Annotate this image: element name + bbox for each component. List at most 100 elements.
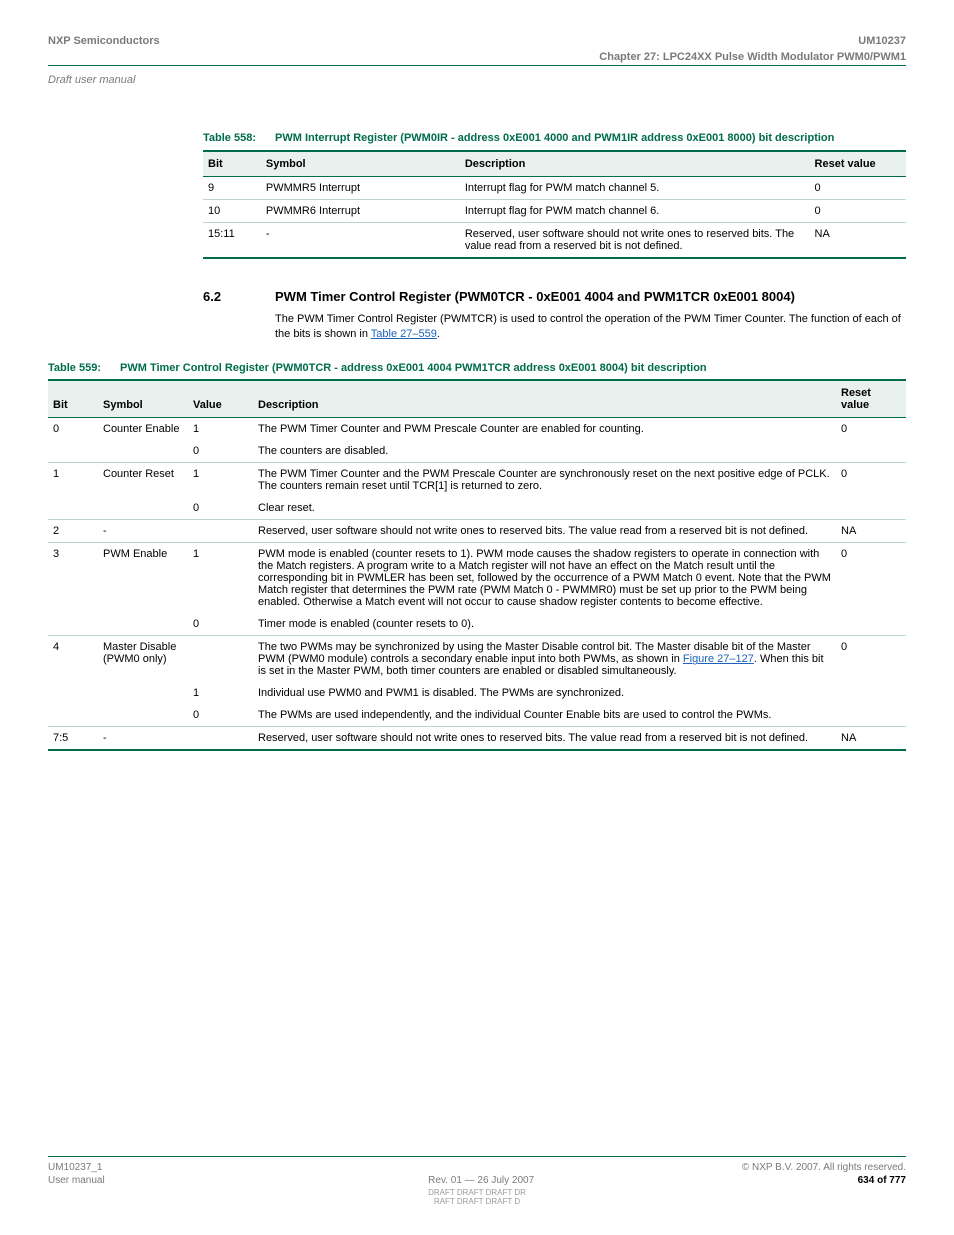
table-559-row: 1 Counter Reset 1 The PWM Timer Counter … bbox=[48, 463, 906, 498]
cell: The PWM Timer Counter and the PWM Presca… bbox=[253, 463, 836, 498]
cell: 1 bbox=[48, 463, 98, 520]
section-number: 6.2 bbox=[203, 289, 275, 304]
cell: Reserved, user software should not write… bbox=[253, 520, 836, 543]
cell-link[interactable]: Figure 27–127 bbox=[683, 653, 754, 665]
cell: 0 bbox=[188, 704, 253, 727]
table-559-caption-title: PWM Timer Control Register (PWM0TCR - ad… bbox=[120, 361, 906, 376]
cell: The PWM Timer Counter and PWM Prescale C… bbox=[253, 418, 836, 441]
cell: 10 bbox=[203, 199, 261, 222]
page: NXP Semiconductors UM10237 Chapter 27: L… bbox=[0, 0, 954, 1235]
header-line-2: Chapter 27: LPC24XX Pulse Width Modulato… bbox=[48, 51, 906, 63]
cell bbox=[188, 520, 253, 543]
cell: - bbox=[98, 727, 188, 751]
table-558-caption-label: Table 558: bbox=[203, 131, 275, 146]
cell bbox=[188, 636, 253, 683]
footer-rule bbox=[48, 1156, 906, 1157]
cell: NA bbox=[836, 727, 906, 751]
top-rule bbox=[48, 65, 906, 66]
cell: 1 bbox=[188, 682, 253, 704]
cell: 0 bbox=[188, 497, 253, 520]
header-line-1: NXP Semiconductors UM10237 bbox=[48, 35, 906, 47]
table-559-row: 0 Counter Enable 1 The PWM Timer Counter… bbox=[48, 418, 906, 441]
cell: 0 bbox=[188, 440, 253, 463]
section-body-link[interactable]: Table 27–559 bbox=[371, 328, 437, 340]
cell: 1 bbox=[188, 543, 253, 614]
cell: 4 bbox=[48, 636, 98, 727]
cell bbox=[188, 727, 253, 751]
section-title: PWM Timer Control Register (PWM0TCR - 0x… bbox=[275, 289, 906, 304]
cell: Clear reset. bbox=[253, 497, 836, 520]
section-heading: 6.2 PWM Timer Control Register (PWM0TCR … bbox=[203, 289, 906, 304]
footer-smallprint: DRAFT DRAFT DRAFT DR bbox=[48, 1188, 906, 1197]
footer-draft-rest: RAFT DRAFT DRAFT DR bbox=[434, 1188, 526, 1197]
cell: 0 bbox=[188, 613, 253, 636]
table-559-row: 4 Master Disable (PWM0 only) The two PWM… bbox=[48, 636, 906, 683]
cell: 0 bbox=[810, 199, 906, 222]
table-558-row: 9 PWMMR5 Interrupt Interrupt flag for PW… bbox=[203, 176, 906, 199]
table-559-caption-label: Table 559: bbox=[48, 361, 120, 376]
table-558-caption-title: PWM Interrupt Register (PWM0IR - address… bbox=[275, 131, 906, 146]
cell: PWM Enable bbox=[98, 543, 188, 636]
table-558-row: 15:11 - Reserved, user software should n… bbox=[203, 222, 906, 258]
table-559-row: 3 PWM Enable 1 PWM mode is enabled (coun… bbox=[48, 543, 906, 614]
section-body: The PWM Timer Control Register (PWMTCR) … bbox=[275, 312, 906, 343]
header-doctype: Draft user manual bbox=[48, 74, 906, 86]
header-company: NXP Semiconductors bbox=[48, 35, 160, 47]
cell: PWMMR6 Interrupt bbox=[261, 199, 460, 222]
table-558-col-bit: Bit bbox=[203, 151, 261, 177]
cell: The two PWMs may be synchronized by usin… bbox=[253, 636, 836, 683]
table-559-caption: Table 559: PWM Timer Control Register (P… bbox=[48, 361, 906, 376]
cell: 15:11 bbox=[203, 222, 261, 258]
cell: Master Disable (PWM0 only) bbox=[98, 636, 188, 727]
table-558: Bit Symbol Description Reset value 9 PWM… bbox=[203, 150, 906, 259]
cell: The PWMs are used independently, and the… bbox=[253, 704, 836, 727]
cell: 0 bbox=[836, 543, 906, 636]
table-559-row: 7:5 - Reserved, user software should not… bbox=[48, 727, 906, 751]
table-559-row: 2 - Reserved, user software should not w… bbox=[48, 520, 906, 543]
cell: 9 bbox=[203, 176, 261, 199]
table-558-row: 10 PWMMR6 Interrupt Interrupt flag for P… bbox=[203, 199, 906, 222]
table-558-col-reset: Reset value bbox=[810, 151, 906, 177]
cell: Reserved, user software should not write… bbox=[460, 222, 810, 258]
table-559-col-symbol: Symbol bbox=[98, 380, 188, 418]
footer-page: 634 of 777 bbox=[858, 1175, 906, 1186]
cell: 7:5 bbox=[48, 727, 98, 751]
table-559-col-bit: Bit bbox=[48, 380, 98, 418]
table-559-col-value: Value bbox=[188, 380, 253, 418]
table-558-wrap: Table 558: PWM Interrupt Register (PWM0I… bbox=[203, 131, 906, 259]
footer: UM10237_1 © NXP B.V. 2007. All rights re… bbox=[48, 1156, 906, 1206]
table-559: Bit Symbol Value Description Reset value… bbox=[48, 379, 906, 751]
section-body-post: . bbox=[437, 328, 440, 340]
cell: 1 bbox=[188, 418, 253, 441]
footer-user-manual: User manual bbox=[48, 1175, 105, 1186]
footer-rev: Rev. 01 — 26 July 2007 bbox=[105, 1175, 858, 1186]
header-docid: UM10237 bbox=[858, 35, 906, 47]
header-chapter: Chapter 27: LPC24XX Pulse Width Modulato… bbox=[599, 51, 906, 63]
cell: 0 bbox=[836, 463, 906, 520]
cell: Counter Enable bbox=[98, 418, 188, 463]
table-559-col-desc: Description bbox=[253, 380, 836, 418]
cell: - bbox=[261, 222, 460, 258]
cell: Individual use PWM0 and PWM1 is disabled… bbox=[253, 682, 836, 704]
footer-left: UM10237_1 bbox=[48, 1162, 102, 1173]
table-558-header-row: Bit Symbol Description Reset value bbox=[203, 151, 906, 177]
cell: Timer mode is enabled (counter resets to… bbox=[253, 613, 836, 636]
section-body-pre: The PWM Timer Control Register (PWMTCR) … bbox=[275, 313, 901, 340]
cell: PWM mode is enabled (counter resets to 1… bbox=[253, 543, 836, 614]
cell: 2 bbox=[48, 520, 98, 543]
table-559-header-row: Bit Symbol Value Description Reset value bbox=[48, 380, 906, 418]
footer-row-1: UM10237_1 © NXP B.V. 2007. All rights re… bbox=[48, 1162, 906, 1173]
cell: NA bbox=[836, 520, 906, 543]
cell: 0 bbox=[48, 418, 98, 463]
cell: 3 bbox=[48, 543, 98, 636]
table-558-caption: Table 558: PWM Interrupt Register (PWM0I… bbox=[203, 131, 906, 146]
footer-smallprint2: RAFT DRAFT DRAFT D bbox=[48, 1197, 906, 1206]
cell: Reserved, user software should not write… bbox=[253, 727, 836, 751]
table-558-col-desc: Description bbox=[460, 151, 810, 177]
cell: PWMMR5 Interrupt bbox=[261, 176, 460, 199]
footer-row-2: User manual Rev. 01 — 26 July 2007 634 o… bbox=[48, 1175, 906, 1186]
footer-copyright: © NXP B.V. 2007. All rights reserved. bbox=[742, 1162, 906, 1173]
cell: 1 bbox=[188, 463, 253, 498]
cell: Counter Reset bbox=[98, 463, 188, 520]
cell: - bbox=[98, 520, 188, 543]
